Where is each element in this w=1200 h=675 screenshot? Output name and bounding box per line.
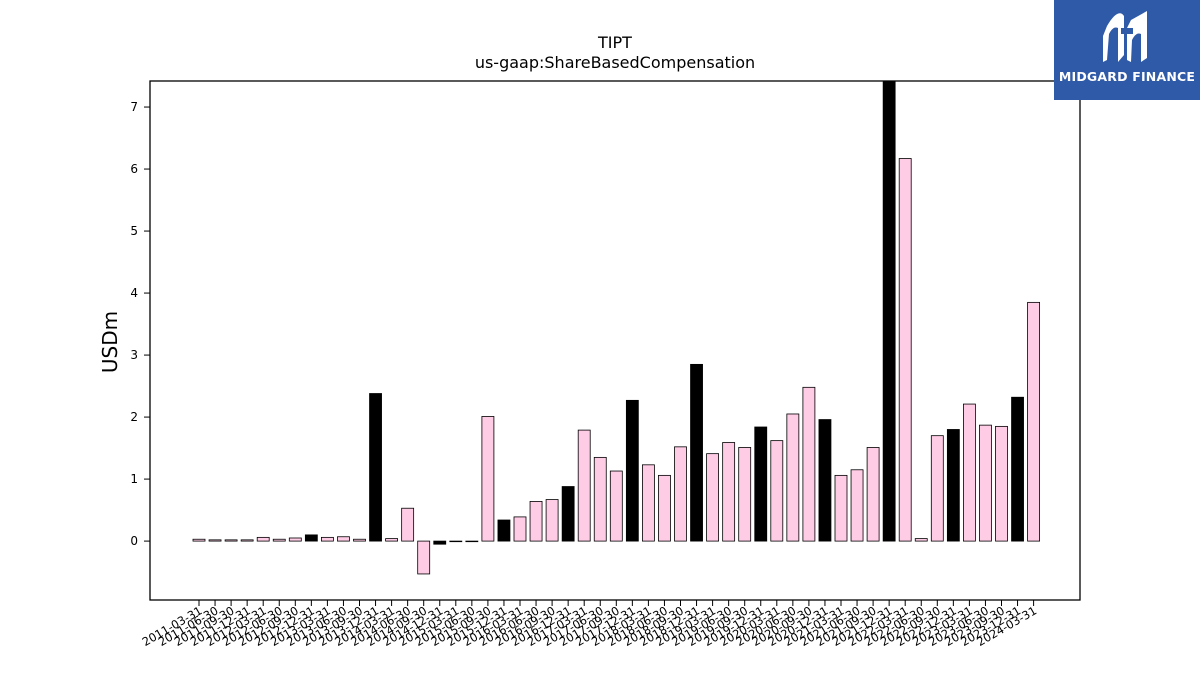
y-tick-label: 2 bbox=[130, 410, 138, 424]
bar-2012-12-31 bbox=[304, 534, 318, 542]
bar-2020-06-30 bbox=[786, 413, 800, 542]
bar-2024-03-31 bbox=[1027, 301, 1040, 542]
bar-2021-06-30 bbox=[850, 469, 864, 542]
bar-2011-03-31 bbox=[192, 538, 206, 542]
logo-mark-icon bbox=[1103, 11, 1147, 63]
bar-2018-06-30 bbox=[658, 474, 671, 542]
y-tick-label: 0 bbox=[130, 534, 138, 548]
bar-2019-12-31 bbox=[754, 426, 768, 542]
plot-frame bbox=[149, 80, 1081, 601]
bar-2014-09-30 bbox=[417, 540, 431, 575]
bar-2021-12-31 bbox=[882, 80, 896, 542]
bar-2016-06-30 bbox=[529, 501, 543, 542]
y-tick-label: 7 bbox=[130, 100, 138, 114]
bar-2013-12-31 bbox=[369, 393, 382, 542]
bar-2011-12-31 bbox=[240, 539, 254, 542]
bar-2022-09-30 bbox=[930, 435, 944, 542]
bar-2014-06-30 bbox=[401, 507, 415, 542]
bar-2019-09-30 bbox=[738, 447, 752, 542]
bar-2012-03-31 bbox=[256, 536, 270, 542]
bar-2011-09-30 bbox=[224, 539, 238, 542]
bar-2021-03-31 bbox=[834, 474, 848, 542]
bar-2015-03-31 bbox=[449, 540, 463, 543]
bar-2015-09-30 bbox=[481, 416, 495, 542]
bar-2018-12-31 bbox=[690, 363, 703, 542]
chart-title: TIPT bbox=[597, 33, 632, 52]
bar-2015-06-30 bbox=[465, 540, 479, 543]
y-axis: 0 1 2 3 4 5 6 7 bbox=[130, 100, 150, 548]
bar-2019-03-31 bbox=[706, 453, 719, 542]
bar-2018-09-30 bbox=[674, 446, 687, 542]
bar-2022-12-31 bbox=[946, 429, 960, 542]
bar-2014-03-31 bbox=[385, 538, 399, 542]
bar-2023-06-30 bbox=[979, 424, 992, 542]
bar-2017-06-30 bbox=[593, 456, 607, 542]
bar-2015-12-31 bbox=[497, 519, 511, 542]
bar-2019-06-30 bbox=[722, 442, 736, 542]
bar-2020-12-31 bbox=[818, 419, 832, 542]
bar-2018-03-31 bbox=[642, 464, 655, 542]
y-axis-label: USDm bbox=[98, 311, 122, 373]
bar-2013-03-31 bbox=[320, 536, 334, 542]
bar-2023-12-31 bbox=[1011, 396, 1024, 542]
bar-2020-03-31 bbox=[770, 440, 784, 542]
logo-text: MIDGARD FINANCE bbox=[1058, 69, 1196, 84]
bar-2012-09-30 bbox=[288, 537, 302, 542]
bar-2013-09-30 bbox=[353, 538, 366, 542]
x-axis: 2011-03-312011-06-302011-09-302011-12-31… bbox=[140, 600, 1039, 649]
bar-2013-06-30 bbox=[337, 536, 350, 542]
chart-subtitle: us-gaap:ShareBasedCompensation bbox=[475, 53, 755, 72]
y-tick-label: 5 bbox=[130, 224, 138, 238]
bar-2017-12-31 bbox=[625, 399, 639, 542]
bar-2012-06-30 bbox=[272, 538, 286, 542]
y-tick-label: 1 bbox=[130, 472, 138, 486]
bar-2021-09-30 bbox=[866, 447, 880, 542]
bar-2014-12-31 bbox=[433, 540, 447, 545]
bar-2022-06-30 bbox=[914, 538, 928, 542]
bar-2017-09-30 bbox=[609, 470, 623, 542]
bar-2011-06-30 bbox=[208, 539, 222, 542]
bar-2016-09-30 bbox=[545, 499, 559, 542]
y-tick-label: 6 bbox=[130, 162, 138, 176]
bar-2023-03-31 bbox=[963, 403, 976, 542]
bar-2016-03-31 bbox=[513, 516, 527, 542]
bar-2020-09-30 bbox=[802, 386, 816, 542]
bars-layer bbox=[192, 80, 1040, 575]
bar-2017-03-31 bbox=[577, 429, 591, 542]
bar-2022-03-31 bbox=[898, 158, 912, 542]
midgard-finance-logo: MIDGARD FINANCE bbox=[1054, 0, 1200, 100]
y-tick-label: 3 bbox=[130, 348, 138, 362]
bar-2023-09-30 bbox=[995, 425, 1008, 542]
bar-2016-12-31 bbox=[561, 486, 575, 542]
y-tick-label: 4 bbox=[130, 286, 138, 300]
